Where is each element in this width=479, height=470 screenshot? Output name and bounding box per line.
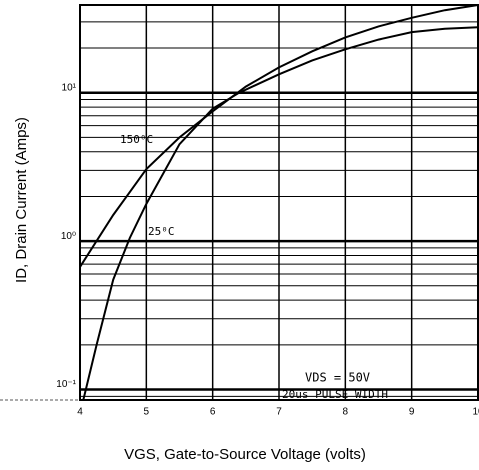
plot-frame — [79, 4, 479, 401]
x-tick-label: 9 — [409, 407, 415, 418]
y-tick-label: 10⁻¹ — [56, 379, 76, 390]
annotation: VDS = 50V — [305, 371, 370, 385]
series-line — [79, 4, 479, 268]
x-tick-label: 7 — [276, 407, 282, 418]
x-tick-label: 6 — [210, 407, 216, 418]
series-line — [82, 26, 479, 401]
annotation: 25⁰C — [148, 225, 175, 238]
y-tick-label: 10⁰ — [61, 231, 76, 242]
y-tick-label: 10¹ — [62, 82, 77, 93]
x-tick-label: 4 — [77, 407, 83, 418]
annotation: 20us PULSE WIDTH — [282, 388, 388, 401]
x-tick-label: 8 — [343, 407, 349, 418]
x-tick-label: 10 — [472, 407, 479, 418]
x-tick-label: 5 — [144, 407, 150, 418]
annotation: 150⁰C — [120, 133, 153, 146]
y-axis-label: ID, Drain Current (Amps) — [13, 117, 30, 283]
x-axis-label: VGS, Gate-to-Source Voltage (volts) — [124, 446, 366, 463]
